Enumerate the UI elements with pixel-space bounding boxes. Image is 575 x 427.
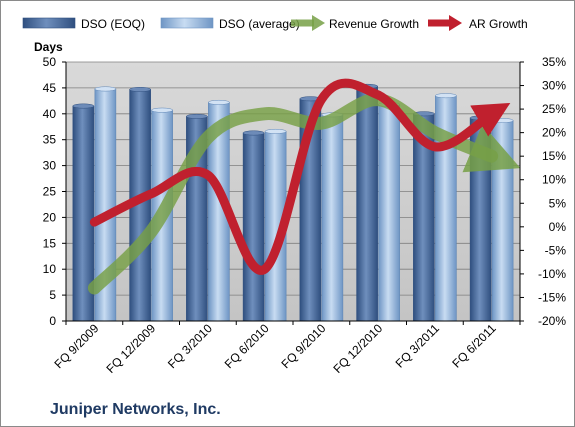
right-tick-label: -5%: [545, 243, 567, 257]
legend-item-revenue-growth: Revenue Growth: [291, 15, 419, 31]
bar-cap-dso-average: [264, 128, 287, 134]
left-tick-label: 15: [43, 236, 57, 250]
left-tick-label: 45: [43, 81, 57, 95]
left-tick-label: 20: [43, 210, 57, 224]
y-axis-title: Days: [34, 40, 63, 54]
right-tick-label: 0%: [549, 220, 567, 234]
bar-cap-dso-eoq: [129, 87, 151, 92]
bar-cap-dso-eoq: [72, 103, 95, 109]
right-tick-label: 25%: [542, 102, 566, 116]
right-tick-label: 5%: [549, 196, 567, 210]
bar-dso-average: [378, 104, 400, 322]
right-tick-label: 15%: [542, 149, 566, 163]
legend-item-dso-average: DSO (average): [160, 17, 300, 31]
left-tick-label: 40: [43, 107, 57, 121]
legend-label-revenue-growth: Revenue Growth: [329, 17, 419, 31]
legend-item-ar-growth: AR Growth: [428, 15, 528, 31]
right-tick-label: -10%: [538, 267, 566, 281]
legend-swatch-dso-eoq: [22, 17, 76, 29]
bar-cap-dso-average: [94, 86, 117, 92]
bar-dso-eoq: [356, 86, 378, 322]
legend-swatch-dso-average: [160, 17, 214, 29]
legend-arrow-revenue-growth: [312, 15, 325, 31]
line-revenue-growth: [87, 93, 521, 295]
left-axis-ticks: 0 5 10 15 20 25 30 35 40 45 50: [43, 55, 66, 328]
company-name: Juniper Networks, Inc.: [50, 401, 221, 418]
left-tick-label: 35: [43, 133, 57, 147]
bar-cap-dso-eoq: [242, 130, 265, 136]
legend-arrow-ar-growth: [449, 15, 462, 31]
legend-item-dso-eoq: DSO (EOQ): [22, 17, 145, 31]
right-tick-label: 35%: [542, 55, 566, 69]
bar-cap-dso-average: [435, 93, 457, 99]
right-tick-label: 20%: [542, 126, 566, 140]
right-tick-label: -20%: [538, 314, 566, 328]
bar-dso-eoq: [242, 132, 265, 322]
right-tick-label: 10%: [542, 173, 566, 187]
left-tick-label: 50: [43, 55, 57, 69]
growth-lines: [87, 78, 521, 295]
right-tick-label: 30%: [542, 79, 566, 93]
bar-cap-dso-eoq: [186, 113, 208, 119]
legend-label-dso-eoq: DSO (EOQ): [81, 17, 145, 31]
bar-dso-average: [321, 114, 344, 322]
left-tick-label: 25: [43, 185, 57, 199]
legend-label-ar-growth: AR Growth: [469, 17, 528, 31]
line-ar-growth: [89, 78, 511, 275]
left-tick-label: 30: [43, 159, 57, 173]
bar-cap-dso-average: [491, 118, 514, 123]
left-tick-label: 5: [49, 288, 56, 302]
bar-dso-average: [491, 120, 514, 322]
left-tick-label: 0: [49, 314, 56, 328]
legend: DSO (EOQ) DSO (average) Revenue Growth A…: [22, 15, 528, 31]
right-axis-ticks: -20% -15% -10% -5% 0% 5% 10% 15% 20% 25% 30% 35%: [520, 55, 566, 328]
right-tick-label: -15%: [538, 290, 566, 304]
legend-label-dso-average: DSO (average): [219, 17, 300, 31]
bar-cap-dso-average: [208, 99, 230, 105]
bar-cap-dso-average: [151, 107, 173, 113]
left-tick-label: 10: [43, 262, 57, 276]
